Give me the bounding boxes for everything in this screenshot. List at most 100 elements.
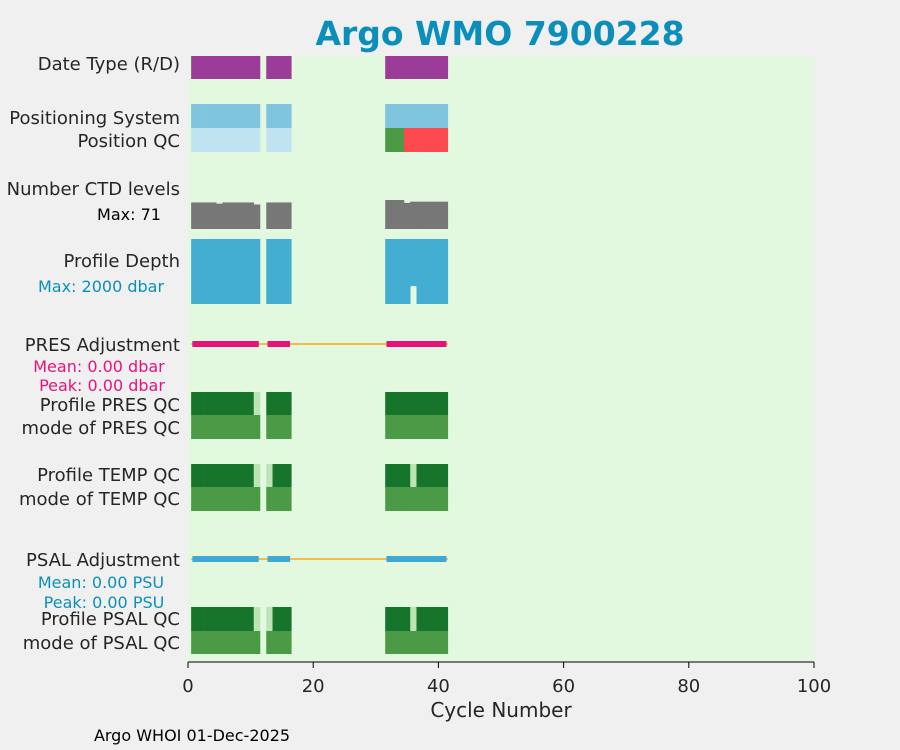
profile-temp-qc-cell-15 <box>278 464 286 487</box>
profile-depth-bar-15 <box>278 239 286 304</box>
position-qc-cell-41 <box>441 128 449 152</box>
positioning-system-cell-13 <box>266 104 273 128</box>
profile-depth-bar-32 <box>385 239 392 304</box>
profile-psal-qc-cell-14 <box>272 607 280 631</box>
profile-depth-bar-5 <box>216 239 223 304</box>
mode-temp-qc-cell-15 <box>278 487 286 511</box>
mode-temp-qc-cell-41 <box>441 487 449 511</box>
position-qc-cell-15 <box>278 128 286 152</box>
mode-temp-qc-cell-37 <box>416 487 424 511</box>
profile-depth-bar-3 <box>203 239 211 304</box>
profile-pres-qc-cell-40 <box>435 392 442 415</box>
profile-temp-qc-cell-32 <box>385 464 392 487</box>
x-axis-label: Cycle Number <box>430 698 572 722</box>
date-type-cell-41 <box>441 56 449 79</box>
profile-temp-qc-cell-39 <box>429 464 436 487</box>
profile-pres-qc-cell-41 <box>441 392 449 415</box>
profile-pres-qc-cell-5 <box>216 392 223 415</box>
profile-psal-qc-cell-34 <box>397 607 405 631</box>
profile-depth-bar-38 <box>422 239 430 304</box>
profile-temp-qc-cell-34 <box>397 464 405 487</box>
date-type-cell-11 <box>253 56 261 79</box>
ctd-levels-bar-14 <box>272 202 280 229</box>
position-qc-cell-4 <box>209 128 217 152</box>
profile-temp-qc-cell-36 <box>410 464 417 487</box>
profile-temp-qc-cell-35 <box>403 464 411 487</box>
position-qc-cell-5 <box>216 128 223 152</box>
date-type-cell-4 <box>209 56 217 79</box>
profile-temp-qc-cell-41 <box>441 464 449 487</box>
ctd-levels-bar-39 <box>429 201 436 229</box>
mode-psal-qc-cell-38 <box>422 631 430 654</box>
mode-pres-qc-cell-38 <box>422 415 430 439</box>
psal-adjustment-bar-1 <box>192 556 259 562</box>
position-qc-cell-40 <box>435 128 442 152</box>
position-qc-cell-3 <box>203 128 211 152</box>
profile-psal-qc-cell-38 <box>422 607 430 631</box>
pres-adjustment-bar-1 <box>192 341 259 347</box>
date-type-cell-1 <box>191 56 198 79</box>
ctd-levels-bar-36 <box>410 201 417 229</box>
positioning-system-cell-39 <box>429 104 436 128</box>
mode-psal-qc-cell-34 <box>397 631 405 654</box>
profile-temp-qc-cell-5 <box>216 464 223 487</box>
date-type-cell-40 <box>435 56 442 79</box>
position-qc-cell-9 <box>241 128 248 152</box>
positioning-system-cell-16 <box>285 104 292 128</box>
ctd-levels-bar-1 <box>191 202 198 229</box>
mode-pres-qc-cell-16 <box>285 415 292 439</box>
mode-temp-qc-cell-36 <box>410 487 417 511</box>
label-psal-adjustment: PSAL Adjustment <box>26 550 180 571</box>
profile-pres-qc-cell-38 <box>422 392 430 415</box>
positioning-system-cell-6 <box>222 104 229 128</box>
mode-pres-qc-cell-13 <box>266 415 273 439</box>
mode-psal-qc-cell-4 <box>209 631 217 654</box>
label-profile-depth: Profile Depth <box>63 251 180 272</box>
position-qc-cell-7 <box>228 128 236 152</box>
mode-pres-qc-cell-35 <box>403 415 411 439</box>
profile-depth-bar-11 <box>253 239 261 304</box>
mode-psal-qc-cell-10 <box>247 631 255 654</box>
mode-psal-qc-cell-36 <box>410 631 417 654</box>
mode-pres-qc-cell-2 <box>197 415 204 439</box>
mode-temp-qc-cell-1 <box>191 487 198 511</box>
profile-psal-qc-cell-37 <box>416 607 424 631</box>
positioning-system-cell-34 <box>397 104 405 128</box>
label-number-ctd-levels: Number CTD levels <box>7 179 180 200</box>
ctd-levels-bar-16 <box>285 202 292 229</box>
positioning-system-cell-10 <box>247 104 255 128</box>
profile-temp-qc-cell-10 <box>247 464 255 487</box>
mode-psal-qc-cell-1 <box>191 631 198 654</box>
plot-area <box>188 56 814 662</box>
mode-temp-qc-cell-6 <box>222 487 229 511</box>
profile-psal-qc-cell-3 <box>203 607 211 631</box>
mode-temp-qc-cell-9 <box>241 487 248 511</box>
positioning-system-cell-7 <box>228 104 236 128</box>
mode-temp-qc-cell-40 <box>435 487 442 511</box>
position-qc-cell-38 <box>422 128 430 152</box>
mode-temp-qc-cell-4 <box>209 487 217 511</box>
mode-psal-qc-cell-7 <box>228 631 236 654</box>
ctd-levels-bar-37 <box>416 201 424 229</box>
position-qc-cell-14 <box>272 128 280 152</box>
position-qc-cell-8 <box>234 128 242 152</box>
mode-pres-qc-cell-15 <box>278 415 286 439</box>
ctd-levels-bar-11 <box>253 204 261 229</box>
mode-temp-qc-cell-35 <box>403 487 411 511</box>
ctd-levels-bar-8 <box>234 202 242 229</box>
pres-adjustment-bar-2 <box>267 341 291 347</box>
position-qc-cell-2 <box>197 128 204 152</box>
date-type-cell-2 <box>197 56 204 79</box>
profile-pres-qc-cell-1 <box>191 392 198 415</box>
date-type-cell-3 <box>203 56 211 79</box>
pres-adjustment-bar-3 <box>386 341 447 347</box>
positioning-system-cell-2 <box>197 104 204 128</box>
mode-pres-qc-cell-4 <box>209 415 217 439</box>
mode-psal-qc-cell-33 <box>391 631 399 654</box>
mode-temp-qc-cell-32 <box>385 487 392 511</box>
profile-psal-qc-cell-1 <box>191 607 198 631</box>
mode-psal-qc-cell-41 <box>441 631 449 654</box>
ctd-levels-bar-4 <box>209 202 217 229</box>
mode-psal-qc-cell-40 <box>435 631 442 654</box>
profile-temp-qc-cell-14 <box>272 464 280 487</box>
